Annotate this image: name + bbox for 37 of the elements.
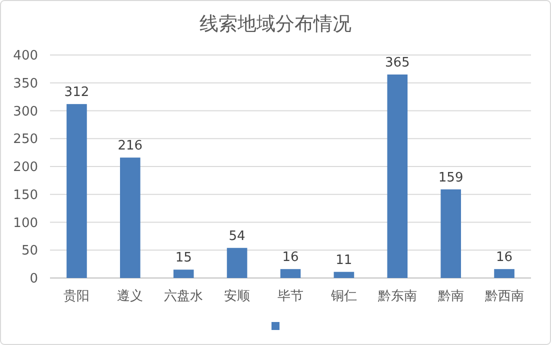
x-tick-label: 黔西南 [484, 289, 524, 304]
data-label: 16 [496, 250, 513, 266]
x-tick-label: 黔南 [436, 289, 464, 304]
x-tick-label: 毕节 [278, 289, 304, 304]
x-tick-label: 遵义 [117, 288, 144, 304]
bar [173, 270, 194, 278]
bar [387, 74, 408, 278]
data-label: 159 [438, 170, 464, 186]
chart-title: 线索地域分布情况 [200, 13, 352, 35]
y-tick-label: 100 [13, 216, 38, 231]
x-tick-label: 黔东南 [376, 289, 417, 304]
bar [440, 189, 461, 278]
bar [120, 158, 140, 278]
bar [494, 269, 514, 278]
x-tick-label: 六盘水 [164, 289, 204, 304]
data-label: 15 [175, 250, 192, 266]
bar [66, 104, 87, 278]
data-label: 365 [384, 56, 410, 71]
y-tick-label: 250 [13, 132, 38, 148]
y-tick-label: 350 [13, 76, 38, 92]
x-tick-label: 安顺 [224, 288, 250, 304]
y-tick-label: 300 [13, 104, 38, 120]
x-tick-label: 贵阳 [64, 289, 90, 304]
data-label: 11 [336, 252, 352, 268]
y-tick-label: 150 [13, 188, 38, 203]
y-tick-label: 0 [30, 272, 38, 287]
data-label: 216 [118, 138, 143, 154]
data-label: 16 [282, 250, 299, 266]
data-label: 312 [64, 85, 90, 100]
bar [226, 248, 248, 278]
y-tick-label: 400 [13, 48, 38, 64]
data-label: 54 [228, 228, 246, 244]
y-tick-label: 50 [21, 244, 38, 259]
bar [334, 272, 354, 278]
bar [280, 269, 301, 278]
y-tick-label: 200 [13, 160, 38, 176]
x-tick-label: 铜仁 [330, 289, 357, 304]
